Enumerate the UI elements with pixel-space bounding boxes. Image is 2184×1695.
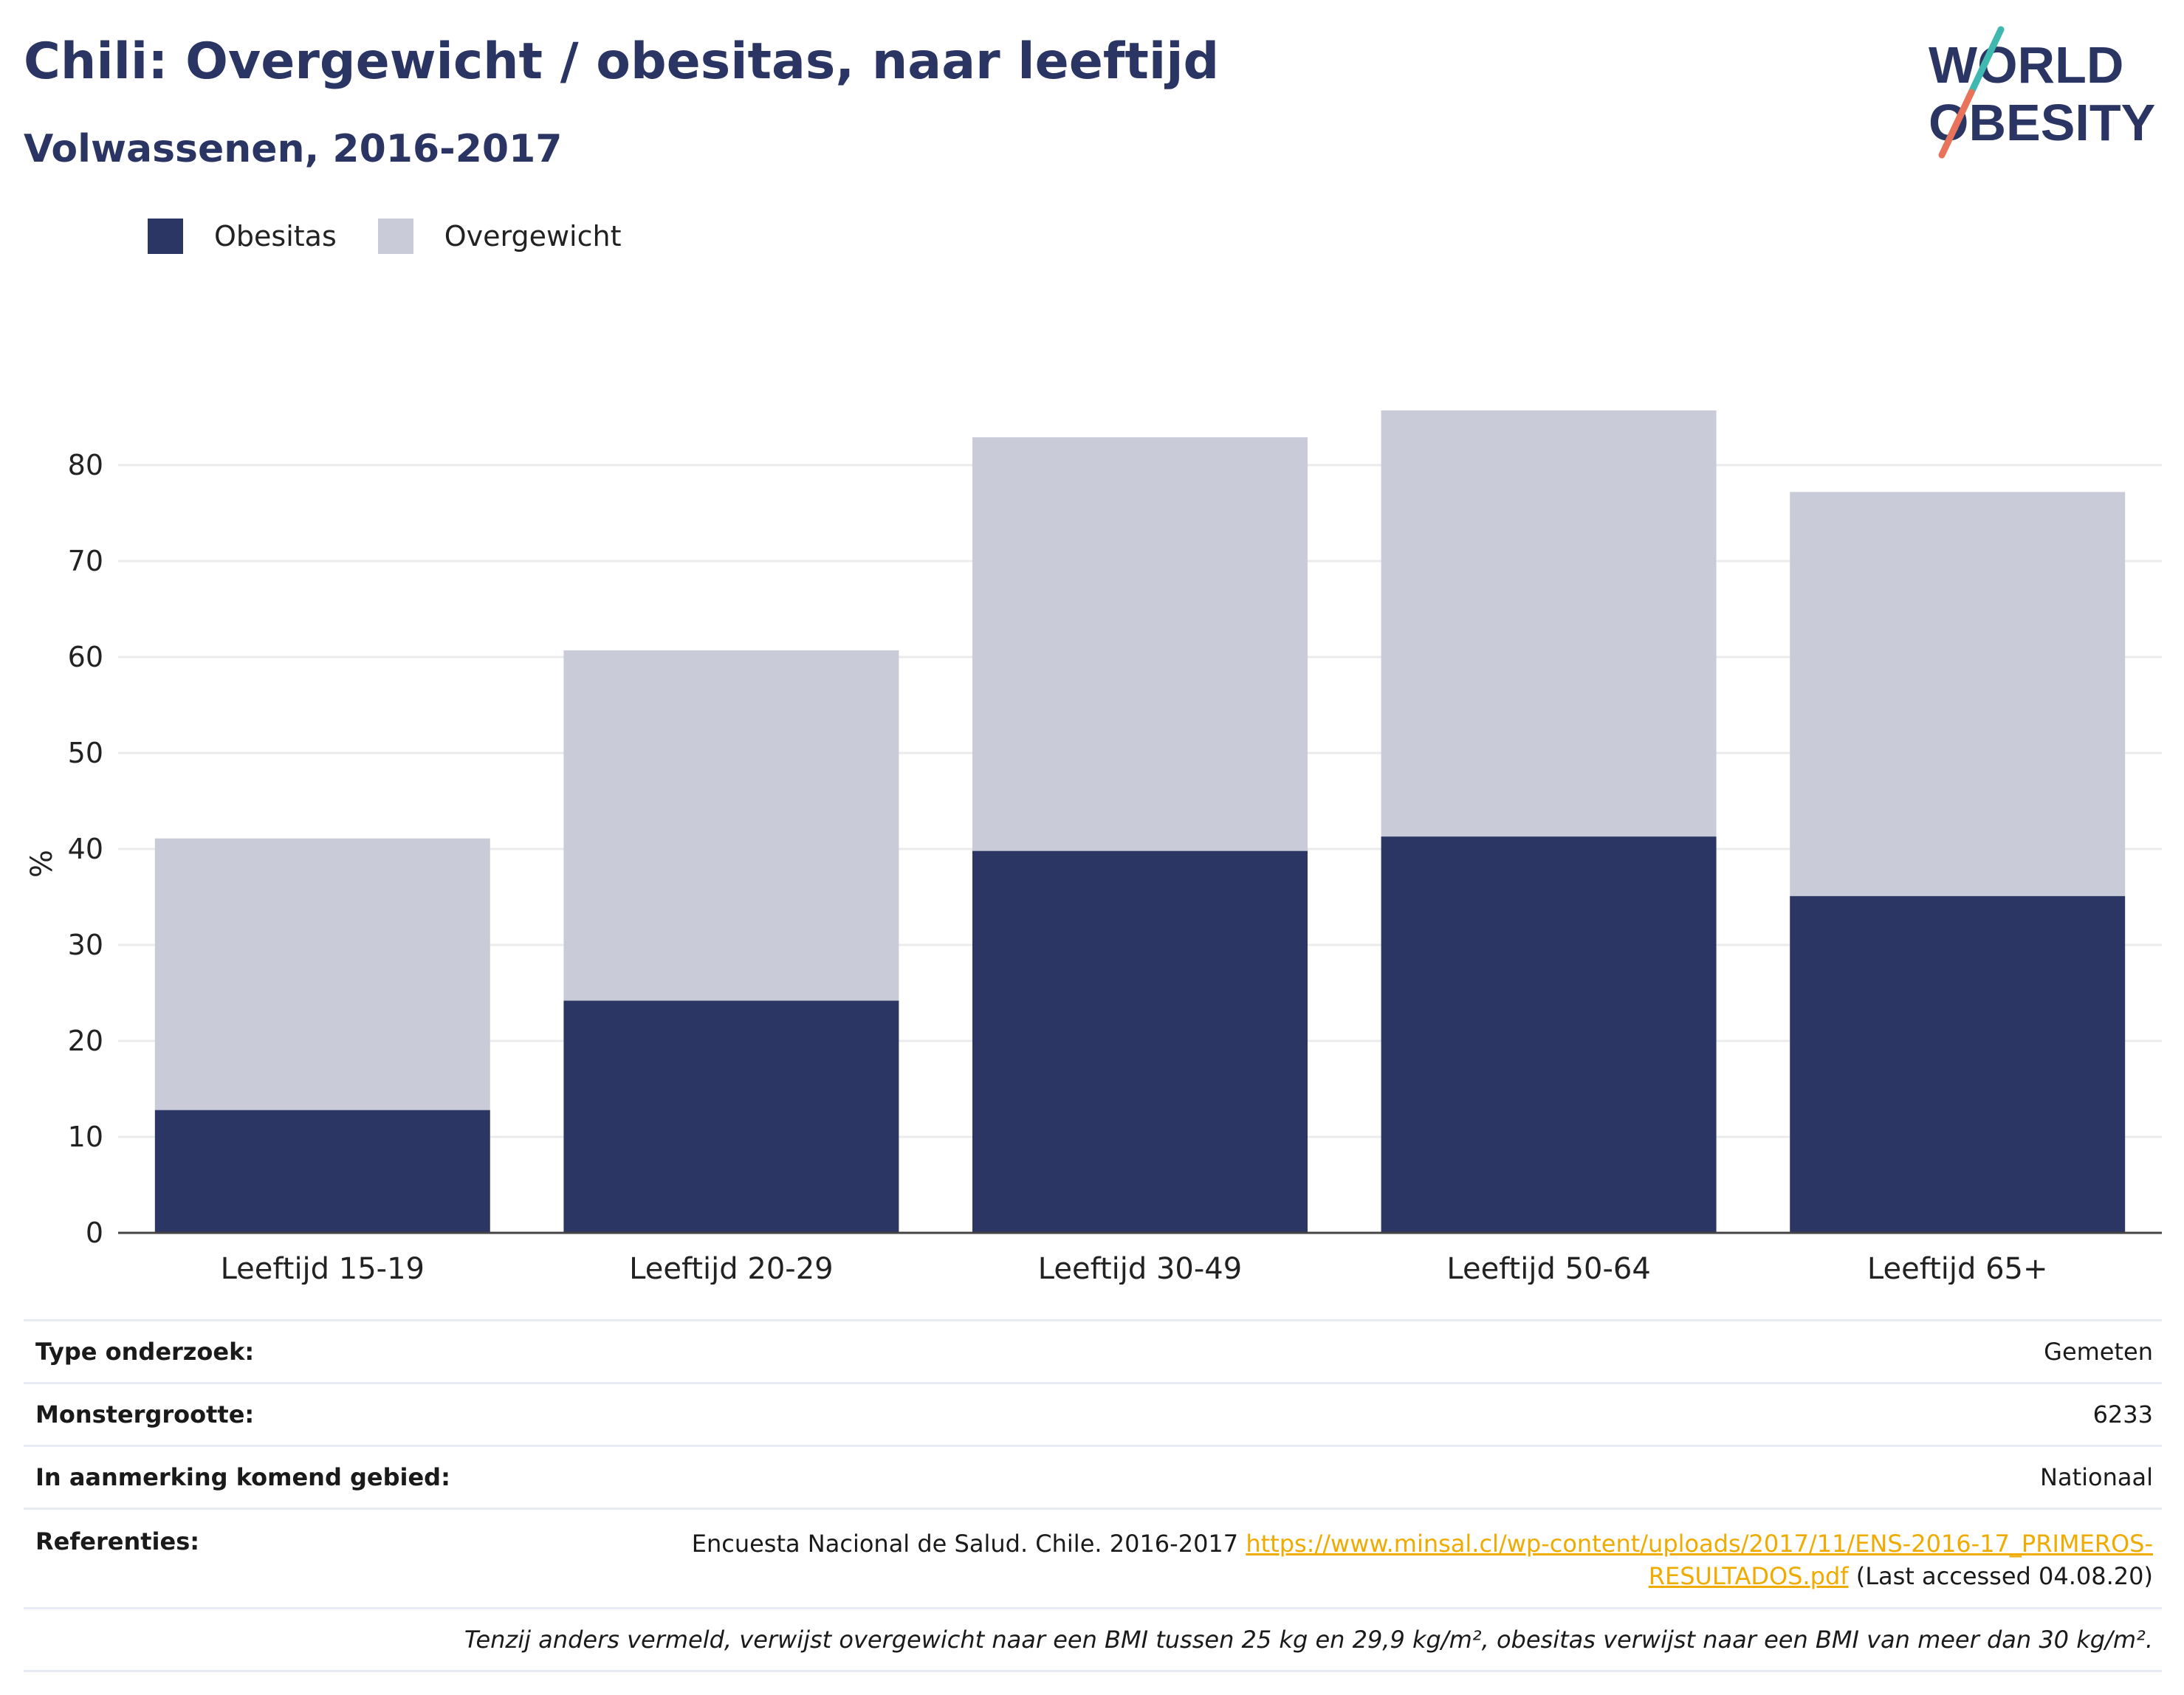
info-value: Nationaal [2040,1463,2153,1491]
survey-info-table: Type onderzoek: Gemeten Monstergrootte: … [24,1319,2162,1672]
info-row-references: Referenties: Encuesta Nacional de Salud.… [24,1507,2162,1607]
legend-label-overgewicht: Overgewicht [444,220,622,252]
x-tick-label: Leeftijd 50-64 [1446,1252,1650,1285]
y-tick-label: 70 [68,545,103,577]
info-key: In aanmerking komend gebied: [35,1463,450,1491]
y-tick-label: 20 [68,1025,103,1057]
bar-obesitas-3 [972,850,1308,1233]
references-value: Encuesta Nacional de Salud. Chile. 2016-… [692,1527,2153,1592]
x-tick-label: Leeftijd 30-49 [1038,1252,1242,1285]
legend-item-obesitas[interactable]: Obesitas [148,219,337,254]
y-axis-title: % [25,850,59,878]
info-value: Gemeten [2044,1338,2153,1366]
svg-text:OBESITY: OBESITY [1929,94,2155,151]
chart-legend: Obesitas Overgewicht [148,219,663,254]
y-tick-label: 50 [68,737,103,769]
page-subtitle: Volwassenen, 2016-2017 [24,127,563,171]
bar-overgewicht-1 [154,838,490,1110]
info-value: 6233 [2092,1400,2153,1428]
reference-text: Encuesta Nacional de Salud. Chile. 2016-… [691,1530,1239,1558]
bar-obesitas-4 [1381,836,1717,1233]
info-key: Type onderzoek: [35,1338,255,1366]
y-tick-label: 40 [68,833,103,865]
legend-label-obesitas: Obesitas [214,220,337,252]
bmi-definition-note: Tenzij anders vermeld, verwijst overgewi… [24,1607,2162,1672]
y-tick-label: 10 [68,1121,103,1153]
y-tick-label: 0 [86,1217,103,1249]
reference-accessed: (Last accessed 04.08.20) [1855,1562,2153,1590]
info-row-type: Type onderzoek: Gemeten [24,1319,2162,1382]
legend-swatch-obesitas [148,219,183,254]
info-row-sample-size: Monstergrootte: 6233 [24,1382,2162,1445]
bar-obesitas-5 [1790,895,2126,1233]
legend-item-overgewicht[interactable]: Overgewicht [377,219,622,254]
bar-overgewicht-4 [1381,410,1717,837]
info-row-area: In aanmerking komend gebied: Nationaal [24,1445,2162,1507]
y-tick-label: 30 [68,929,103,961]
page-title: Chili: Overgewicht / obesitas, naar leef… [24,32,1220,91]
bar-overgewicht-3 [972,437,1308,851]
bar-overgewicht-5 [1790,492,2126,896]
svg-text:WORLD: WORLD [1929,36,2123,94]
bar-obesitas-2 [563,1000,899,1233]
y-tick-label: 60 [68,641,103,673]
info-key: Referenties: [35,1527,200,1555]
reference-link[interactable]: https://www.minsal.cl/wp-content/uploads… [1246,1530,2153,1558]
x-tick-label: Leeftijd 20-29 [629,1252,833,1285]
bar-obesitas-1 [154,1110,490,1233]
world-obesity-logo: WORLD OBESITY [1929,26,2155,159]
bar-overgewicht-2 [563,650,899,1001]
info-key: Monstergrootte: [35,1400,255,1428]
legend-swatch-overgewicht [377,219,413,254]
x-tick-label: Leeftijd 15-19 [221,1252,425,1285]
y-tick-label: 80 [68,449,103,481]
reference-link-cont[interactable]: RESULTADOS.pdf [1648,1562,1849,1590]
x-tick-label: Leeftijd 65+ [1867,1252,2048,1285]
stacked-bar-chart: 0 10 20 30 40 50 60 70 80% Leeftijd 15-19 Leeftijd… [25,410,2162,1285]
